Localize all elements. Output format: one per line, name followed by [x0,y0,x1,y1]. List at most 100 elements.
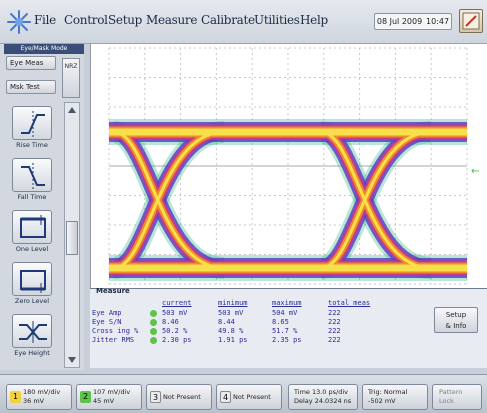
channel-indicator-icon [150,319,157,326]
eye-height-icon [12,314,52,348]
measurement-maximum: 51.7 % [272,327,298,335]
fall-time-icon [12,158,52,192]
pattern-lock-button[interactable]: Pattern Lock [432,384,482,410]
scroll-down-icon[interactable] [68,357,76,363]
left-tool-panel: Eye/Mask Mode Eye Meas Msk Test NRZ Rise… [0,44,84,370]
resize-icon [462,12,480,30]
timebase-delay: Delay 24.0324 ns [294,397,352,405]
timebase-scale: Time 13.0 ps/div [294,388,348,396]
channel-indicator-icon [150,328,157,335]
trigger-level: -502 mV [368,397,396,405]
channel-3-button[interactable]: 3 Not Present [146,384,212,410]
tool-label: One Level [15,245,49,253]
eye-falling-edge [113,130,225,270]
nrz-button[interactable]: NRZ [62,58,80,98]
measurement-total: 222 [328,309,341,317]
tool-zero-level[interactable]: Zero Level [6,262,58,312]
lock-label: Lock [439,397,454,405]
menu-file[interactable]: File [34,13,56,27]
channel-1-button[interactable]: 1 180 mV/div 36 mV [6,384,72,410]
measurement-minimum: 8.44 [218,318,235,326]
channel-2-number: 2 [80,391,91,403]
eye-falling-edge [320,130,432,270]
info-label: & Info [445,322,467,330]
tool-eye-height[interactable]: Eye Height [6,314,58,364]
measurement-current: 50.2 % [162,327,188,335]
menu-measure[interactable]: Measure [146,13,198,27]
channel-4-status: Not Present [233,393,271,401]
eye-diagram-plot: ← [108,47,479,285]
setup-label: Setup [445,311,467,319]
tool-label: Eye Height [14,349,50,357]
menu-setup[interactable]: Setup [108,13,143,27]
channel-2-button[interactable]: 2 107 mV/div 45 mV [76,384,142,410]
panel-caption: Eye/Mask Mode [4,44,84,54]
menu-calibrate[interactable]: Calibrate [201,13,255,27]
nrz-label: NRZ [64,63,78,70]
pattern-label: Pattern [439,388,463,396]
agilent-logo-icon [7,10,31,34]
header-total: total meas [328,299,371,307]
tool-label: Fall Time [17,193,47,201]
tool-rise-time[interactable]: Rise Time [6,106,58,156]
measurement-panel: Measure current minimum maximum total me… [90,287,487,368]
channel-1-number: 1 [10,391,21,403]
measurement-minimum: 503 mV [218,309,244,317]
measurement-total: 222 [328,327,341,335]
date-time-display: 08 Jul 2009 10:47 [374,13,452,30]
status-bar: 1 180 mV/div 36 mV 2 107 mV/div 45 mV 3 No… [0,374,487,413]
channel-indicator-icon [150,337,157,344]
header-maximum: maximum [272,299,302,307]
measurement-name: Cross ing % [92,327,139,335]
measurement-total: 222 [328,318,341,326]
header-minimum: minimum [218,299,248,307]
tool-one-level[interactable]: One Level [6,210,58,260]
eye-diagram-display: ← [90,44,487,288]
channel-2-scale: 107 mV/div [93,388,131,396]
measurement-minimum: 1.91 ps [218,336,248,344]
trigger-marker-icon: ← [471,166,479,177]
measurement-maximum: 504 mV [272,309,298,317]
one-level-icon [12,210,52,244]
trigger-mode: Trig: Normal [368,388,408,396]
timebase-button[interactable]: Time 13.0 ps/div Delay 24.0324 ns [288,384,358,410]
tool-label: Rise Time [16,141,48,149]
window-button[interactable] [459,9,483,33]
scroll-up-icon[interactable] [68,107,76,113]
measurement-tools: Rise Time Fall Time One Level Zero Level… [4,104,62,366]
channel-1-scale: 180 mV/div [23,388,61,396]
time-text: 10:47 [426,17,450,26]
measure-tab[interactable]: Measure [96,287,130,295]
rise-time-icon [12,106,52,140]
measure-tab-label: Measure [96,287,130,295]
measurement-total: 222 [328,336,341,344]
measurement-maximum: 8.65 [272,318,289,326]
channel-3-number: 3 [150,391,161,403]
channel-4-number: 4 [220,391,231,403]
channel-3-status: Not Present [163,393,201,401]
setup-info-button[interactable]: Setup & Info [434,307,478,333]
mask-test-button[interactable]: Msk Test [6,80,56,94]
tool-fall-time[interactable]: Fall Time [6,158,58,208]
measurement-name: Jitter RMS [92,336,135,344]
tool-label: Zero Level [14,297,50,305]
eye-meas-button[interactable]: Eye Meas [6,56,56,70]
menu-help[interactable]: Help [300,13,328,27]
menu-utilities[interactable]: Utilities [254,13,300,27]
trigger-button[interactable]: Trig: Normal -502 mV [362,384,428,410]
measurement-current: 2.30 ps [162,336,192,344]
measurement-current: 503 mV [162,309,188,317]
measurement-current: 8.46 [162,318,179,326]
channel-2-offset: 45 mV [93,397,115,405]
menu-control[interactable]: Control [64,13,108,27]
menu-bar: File Control Setup Measure Calibrate Uti… [0,0,487,44]
scroll-thumb[interactable] [66,221,78,255]
measurement-maximum: 2.35 ps [272,336,302,344]
channel-4-button[interactable]: 4 Not Present [216,384,282,410]
tools-scrollbar[interactable] [64,102,80,368]
header-current: current [162,299,192,307]
date-text: 08 Jul 2009 [376,17,423,26]
channel-1-offset: 36 mV [23,397,45,405]
channel-indicator-icon [150,310,157,317]
measurement-name: Eye S/N [92,318,122,326]
